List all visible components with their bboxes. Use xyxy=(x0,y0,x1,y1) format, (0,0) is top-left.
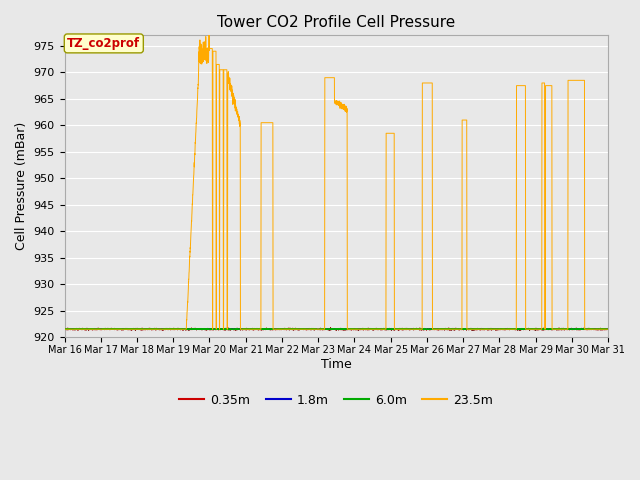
Title: Tower CO2 Profile Cell Pressure: Tower CO2 Profile Cell Pressure xyxy=(217,15,456,30)
Text: TZ_co2prof: TZ_co2prof xyxy=(67,37,140,50)
Legend: 0.35m, 1.8m, 6.0m, 23.5m: 0.35m, 1.8m, 6.0m, 23.5m xyxy=(174,389,498,412)
Y-axis label: Cell Pressure (mBar): Cell Pressure (mBar) xyxy=(15,122,28,251)
X-axis label: Time: Time xyxy=(321,358,351,371)
